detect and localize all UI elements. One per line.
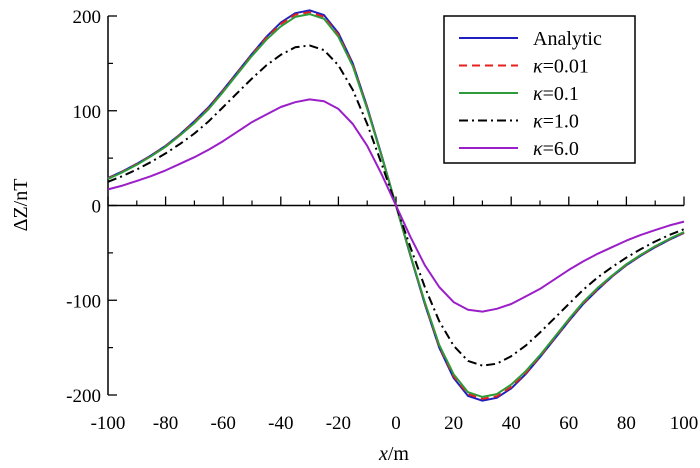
x-axis-label-unit: /m (388, 443, 410, 465)
x-tick-label: -100 (91, 413, 126, 434)
y-tick-label: 0 (92, 197, 102, 218)
x-tick-label: 60 (559, 413, 578, 434)
y-tick-label: -100 (66, 291, 101, 312)
legend-value: =0.1 (543, 83, 579, 105)
series-line-kappa-6-0 (107, 98, 685, 313)
legend-value: =6.0 (543, 138, 579, 160)
legend-label-kappa-0-01: κ=0.01 (533, 56, 589, 78)
x-tick-label: 40 (502, 413, 521, 434)
x-ticks: -100 -80 -60 -40 -20 0 20 40 60 80 100 (91, 196, 699, 434)
legend-label-kappa-1-0: κ=1.0 (533, 111, 579, 133)
legend-label-kappa-6-0: κ=6.0 (533, 138, 579, 160)
legend-kappa-symbol: κ (533, 138, 543, 160)
x-tick-label: -80 (153, 413, 178, 434)
x-tick-label: -20 (326, 413, 351, 434)
legend-label-analytic: Analytic (533, 28, 602, 50)
legend-label-kappa-0-1: κ=0.1 (533, 83, 579, 105)
x-tick-label: 100 (670, 413, 699, 434)
legend-value: =0.01 (543, 56, 589, 78)
legend-kappa-symbol: κ (533, 56, 543, 78)
y-ticks: -200 -100 0 100 200 (66, 7, 117, 407)
legend-value: =1.0 (543, 111, 579, 133)
x-tick-label: 20 (444, 413, 463, 434)
series-kappa-6-0 (107, 98, 685, 313)
y-tick-label: 100 (73, 102, 102, 123)
x-axis-label: x/m (378, 443, 409, 465)
y-axis-label: ΔZ/nT (10, 179, 32, 232)
x-tick-label: 80 (617, 413, 636, 434)
legend-value: Analytic (533, 28, 602, 50)
legend-kappa-symbol: κ (533, 111, 543, 133)
legend-box (443, 15, 636, 164)
series-lines (107, 9, 685, 402)
x-tick-label: -40 (268, 413, 293, 434)
x-axis-label-var: x (378, 443, 388, 465)
x-tick-label: 0 (391, 413, 401, 434)
legend-kappa-symbol: κ (533, 83, 543, 105)
x-tick-label: -60 (211, 413, 236, 434)
y-tick-label: -200 (66, 386, 101, 407)
y-tick-label: 200 (73, 7, 102, 28)
